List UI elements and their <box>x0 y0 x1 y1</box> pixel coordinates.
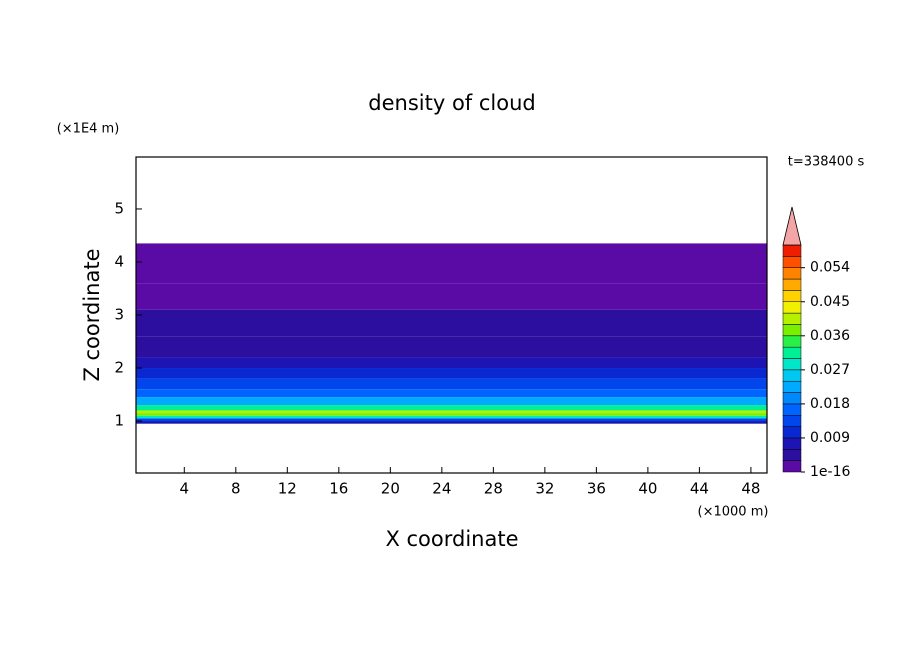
colorbar-box <box>782 267 802 280</box>
x-tick-label: 44 <box>690 480 709 498</box>
y-unit: (×1E4 m) <box>57 122 120 137</box>
y-tick-label: 4 <box>114 252 124 270</box>
colorbar-box <box>782 415 802 427</box>
y-axis-label: Z coordinate <box>80 248 104 381</box>
contour-band <box>136 397 767 406</box>
x-tick-label: 16 <box>329 480 348 498</box>
colorbar-box <box>782 358 802 371</box>
colorbar-tick-label: 0.036 <box>810 328 850 344</box>
x-tick-label: 36 <box>587 480 606 498</box>
contour-band <box>136 243 767 284</box>
colorbar-box <box>782 244 802 257</box>
colorbar-box <box>782 449 802 461</box>
x-tick-label: 20 <box>381 480 400 498</box>
x-axis-label: X coordinate <box>385 527 518 551</box>
contour-band <box>136 336 767 358</box>
colorbar-box <box>782 346 802 359</box>
colorbar-tick-label: 0.018 <box>810 396 850 412</box>
contour-band <box>136 418 767 422</box>
colorbar-box <box>782 324 802 337</box>
colorbar-tick-label: 0.054 <box>810 260 850 276</box>
colorbar-box <box>782 460 802 473</box>
colorbar-tick-label: 0.027 <box>810 362 850 378</box>
colorbar-extend <box>782 206 802 246</box>
colorbar-box <box>782 256 802 268</box>
colorbar-box <box>782 290 802 302</box>
colorbar-box <box>782 380 802 393</box>
colorbar-box <box>782 369 802 382</box>
colorbar-box <box>782 437 802 450</box>
colorbar-box <box>782 335 802 348</box>
x-tick-label: 8 <box>231 480 241 498</box>
colorbar-tick-label: 0.009 <box>810 430 850 446</box>
contour-band <box>136 378 767 390</box>
colorbar-box <box>782 278 802 291</box>
colorbar-box <box>782 312 802 325</box>
contour-band <box>136 405 767 411</box>
x-tick-label: 24 <box>432 480 451 498</box>
contour-band <box>136 283 767 310</box>
colorbar-box <box>782 301 802 314</box>
contour-band <box>136 368 767 379</box>
x-tick-label: 40 <box>638 480 657 498</box>
contour-band <box>136 389 767 398</box>
y-tick-label: 2 <box>114 359 124 377</box>
x-tick-label: 28 <box>484 480 503 498</box>
x-unit: (×1000 m) <box>698 505 769 520</box>
colorbar-tick-label: 1e-16 <box>810 464 850 480</box>
contour-band <box>136 410 767 414</box>
colorbar-tick-label: 0.045 <box>810 294 850 310</box>
contour-band <box>136 421 767 424</box>
colorbar-box <box>782 403 802 416</box>
contour-band <box>136 413 767 416</box>
y-tick-label: 1 <box>114 412 124 430</box>
contour-band <box>136 309 767 337</box>
y-tick-label: 5 <box>114 199 124 217</box>
y-tick-label: 3 <box>114 306 124 324</box>
contour-band <box>136 415 767 419</box>
x-tick-label: 48 <box>741 480 760 498</box>
contour-band <box>136 357 767 369</box>
colorbar-box <box>782 426 802 439</box>
x-tick-label: 4 <box>180 480 190 498</box>
colorbar-box <box>782 392 802 405</box>
time-label: t=338400 s <box>788 155 865 170</box>
x-tick-label: 12 <box>278 480 297 498</box>
chart-title: density of cloud <box>368 91 535 115</box>
x-tick-label: 32 <box>535 480 554 498</box>
